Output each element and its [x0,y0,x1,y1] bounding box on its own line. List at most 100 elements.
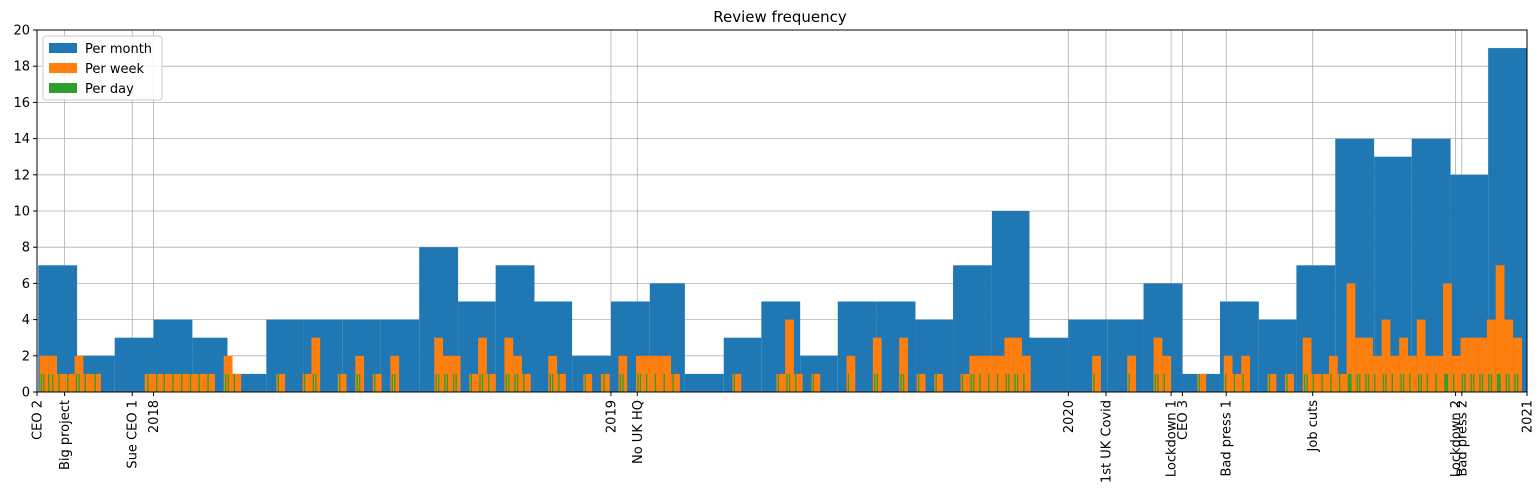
day-bar [1402,373,1405,392]
day-bar [777,373,779,392]
day-bar [1464,373,1466,392]
week-bar [644,355,654,392]
week-bar [337,373,347,392]
week-bar [600,373,610,392]
day-bar [1444,373,1446,392]
day-bar [1008,373,1010,392]
month-bar [380,319,420,392]
day-bar [1365,373,1367,392]
day-bar [1514,373,1516,392]
y-tick-label: 8 [22,241,30,256]
week-bar [1425,355,1435,392]
day-bar [233,373,236,392]
week-bar [1513,337,1522,392]
week-bar [1390,355,1400,392]
x-tick-label: 2018 [147,400,162,433]
x-tick-label: 1st UK Covid [1099,400,1114,483]
day-bar [1479,373,1481,392]
day-bar [198,373,200,392]
x-tick-label: Bad press 1 [1220,400,1235,477]
day-bar [558,373,560,392]
week-bar [1004,337,1014,392]
month-bar [876,301,916,392]
day-bar [508,373,510,392]
month-bar [723,337,762,392]
day-bar [481,373,484,392]
day-bar [52,373,54,392]
day-bar [312,373,314,392]
week-bar [1364,337,1373,392]
week-bar [776,373,786,392]
day-bar [453,373,455,392]
week-bar [486,373,496,392]
day-bar [488,373,490,392]
day-bar [672,373,674,392]
day-bar [479,373,481,392]
day-bar [43,373,45,392]
week-bar [1285,373,1294,392]
legend: Per month Per week Per day [42,35,163,101]
day-bar [1330,373,1332,392]
day-bar [356,373,358,392]
day-bar [847,373,850,392]
week-bar [653,355,663,392]
day-bar [1505,373,1507,392]
day-bar [1321,373,1323,392]
week-bar [1320,373,1330,392]
day-bar [1508,373,1510,392]
day-bar [303,373,306,392]
legend-label: Per month [85,42,152,57]
legend-swatch [49,83,77,93]
day-bar [1382,373,1385,392]
month-bar [1068,319,1108,392]
day-bar [315,373,317,392]
x-tick-label: Bad press 2 [1455,400,1470,477]
week-bar [785,319,794,392]
day-bar [552,373,554,392]
week-bar [995,355,1005,392]
week-bar [232,373,242,392]
day-bar [1490,373,1492,392]
day-bar [1498,373,1500,392]
day-bar [277,373,279,392]
day-bar [1157,373,1159,392]
month-bar [266,319,304,392]
week-bar [1460,337,1470,392]
day-bar [227,373,229,392]
week-bar [583,373,593,392]
day-bar [1286,373,1288,392]
day-bar [75,373,78,392]
x-tick-label: 2020 [1062,400,1077,433]
day-bar [1470,373,1472,392]
day-bar [1391,373,1393,392]
day-bar [603,373,605,392]
y-tick-label: 14 [13,132,30,147]
day-bar [970,373,972,392]
day-bar [444,373,446,392]
day-bar [1488,373,1490,392]
day-bar [1349,373,1351,392]
week-bar [311,337,321,392]
week-bar [521,373,531,392]
axes: 0 2 4 6 8 10 12 14 16 18 20 CEO 2 Big project Sue CEO… [13,24,1535,484]
week-bar [732,373,742,392]
day-bar [455,373,457,392]
day-bar [435,373,437,392]
week-bar [1478,337,1487,392]
day-bar [1306,373,1308,392]
week-bar [1372,355,1382,392]
week-bar [1399,337,1408,392]
week-bar [1416,319,1426,392]
week-bar [1407,355,1417,392]
legend-label: Per week [85,62,144,77]
week-bar [557,373,566,392]
bars [38,48,1527,392]
week-bar [986,355,996,392]
day-bar [359,373,361,392]
y-tick-label: 4 [22,313,30,328]
legend-swatch [49,43,77,53]
week-bar [1127,355,1137,392]
week-bar [1381,319,1391,392]
day-bar [654,373,657,392]
